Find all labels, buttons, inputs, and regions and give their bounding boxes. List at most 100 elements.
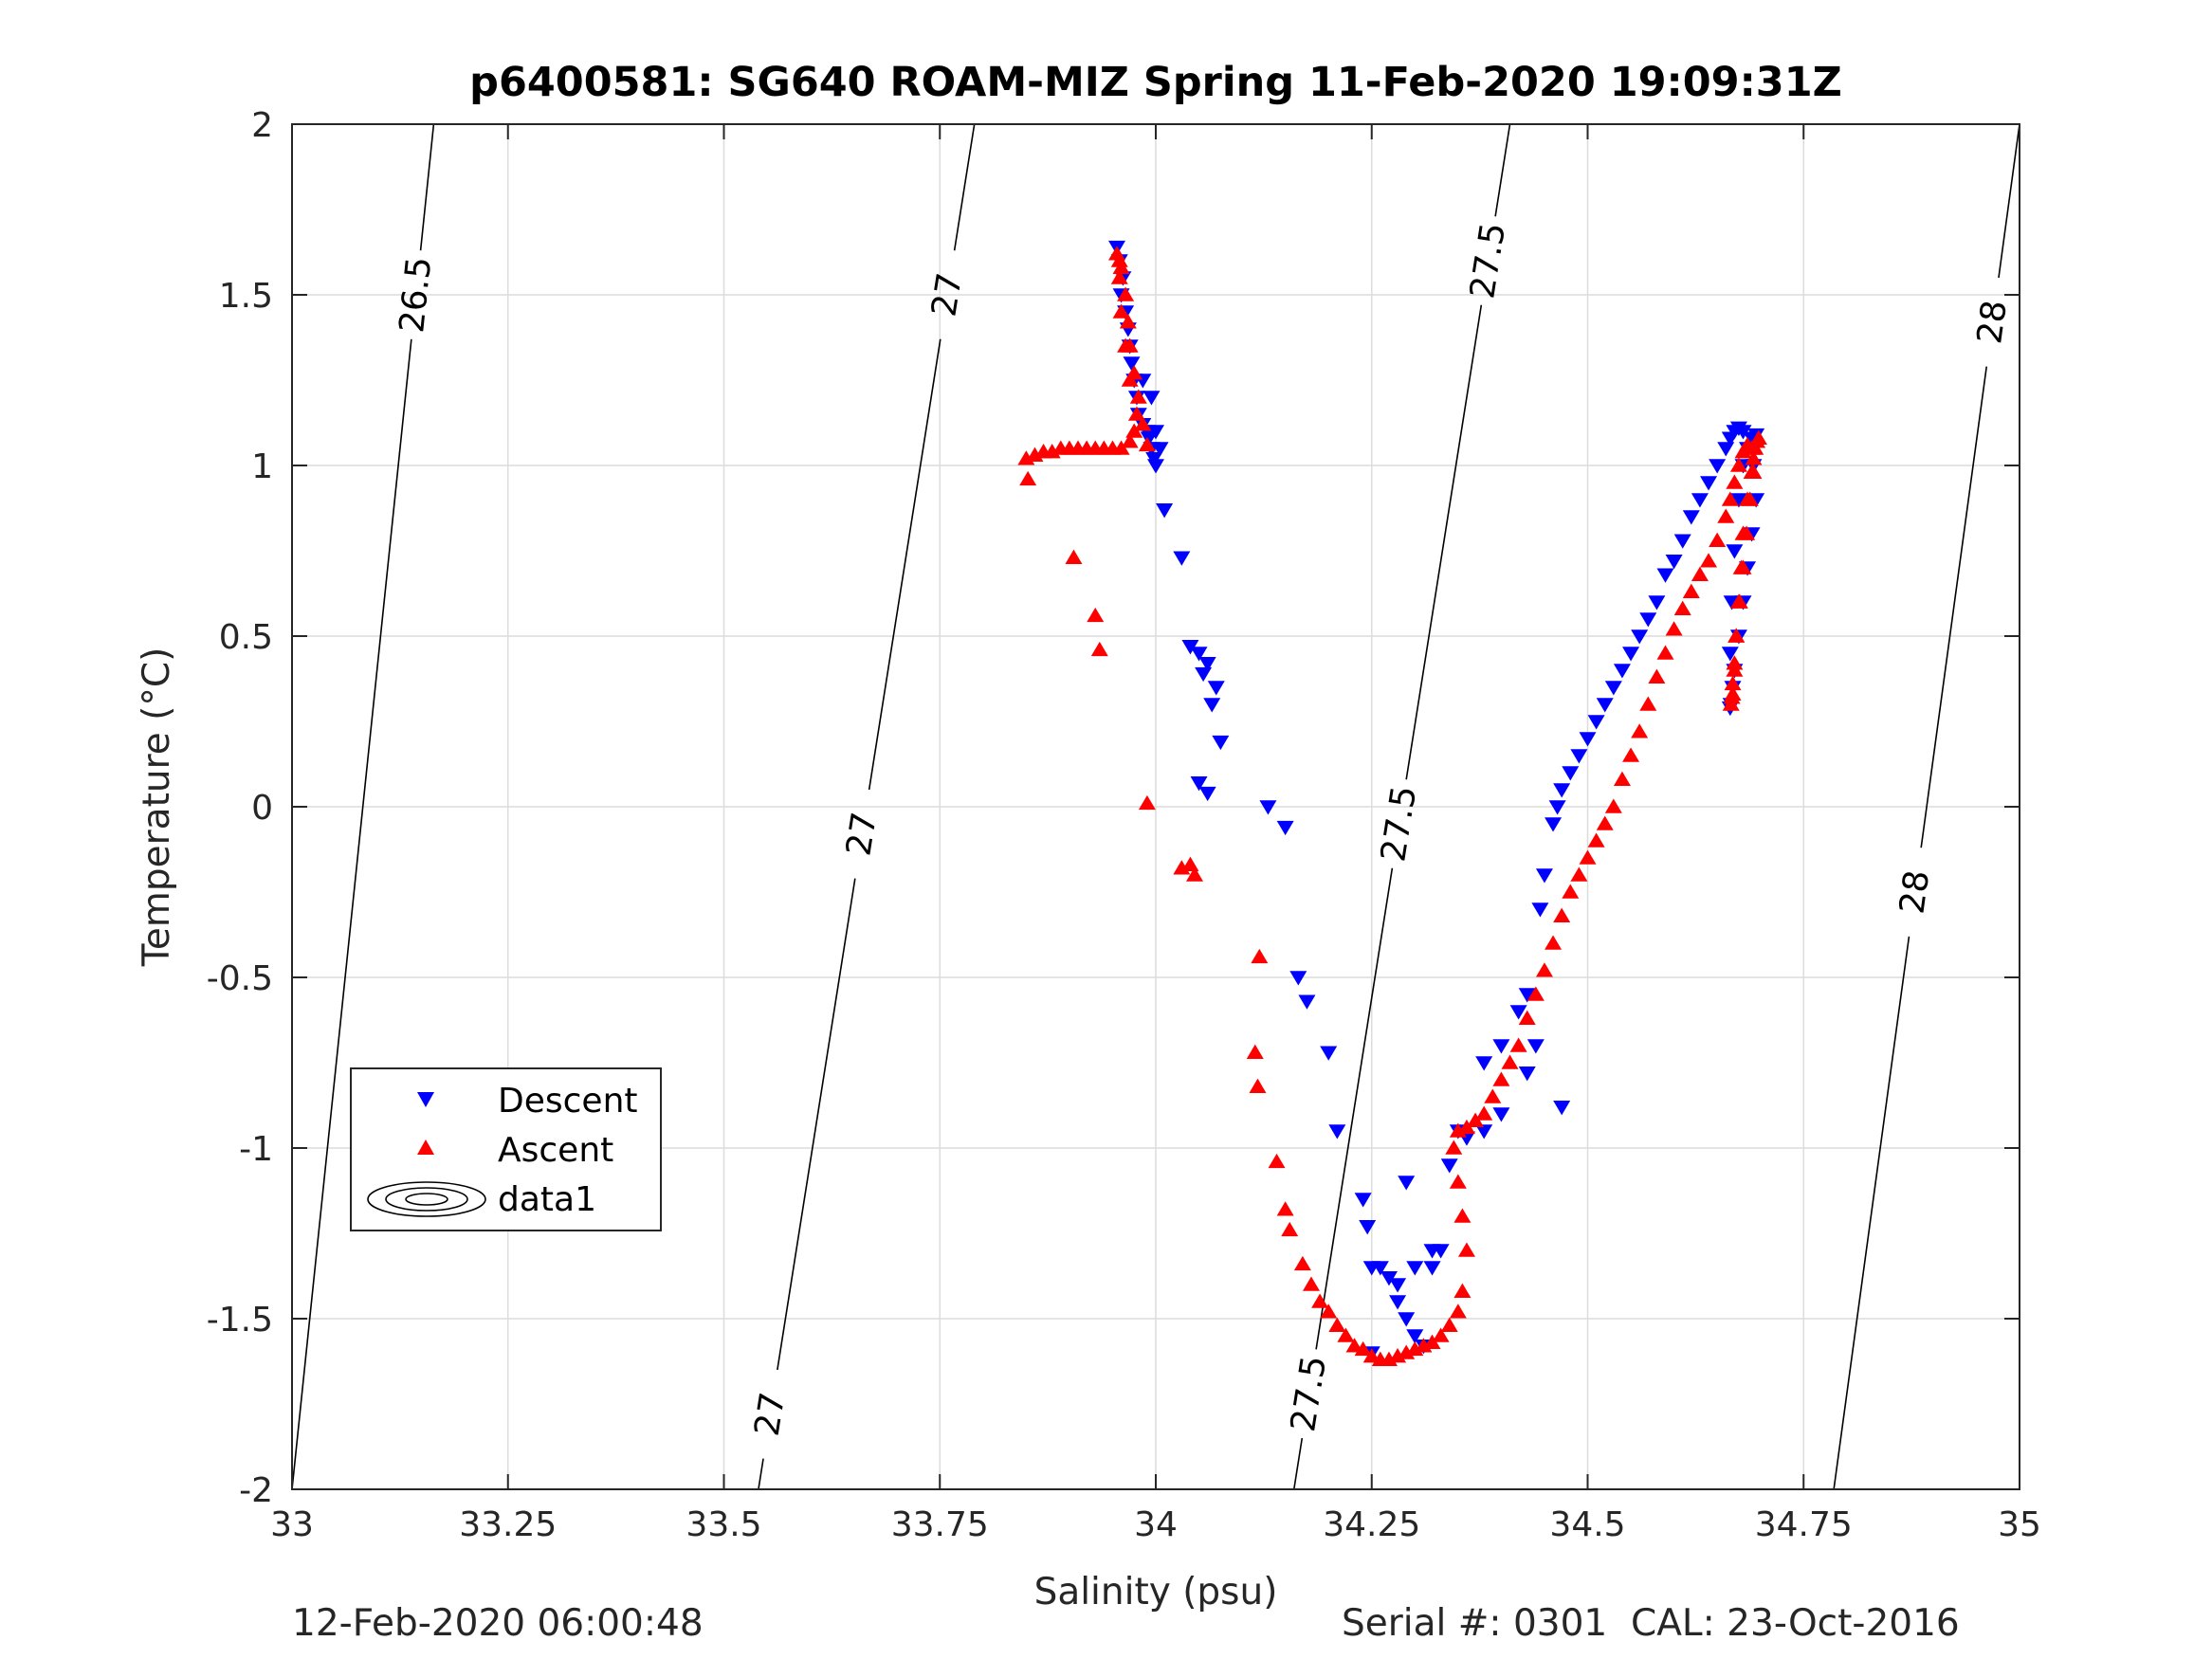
descent-point	[1198, 786, 1216, 802]
ascent-point	[1328, 1317, 1346, 1332]
ascent-point	[1019, 470, 1037, 486]
isopycnal-line	[1292, 1437, 1304, 1489]
descent-point	[1195, 666, 1213, 683]
ascent-point	[1453, 1283, 1472, 1298]
ascent-point	[1354, 1340, 1372, 1357]
ascent-point	[1449, 1174, 1467, 1189]
ascent-point	[1125, 423, 1143, 438]
y-tick-label: -1.5	[207, 1301, 273, 1340]
descent-point	[1700, 476, 1718, 491]
ascent-point	[1119, 314, 1137, 329]
ascent-point	[1709, 532, 1727, 547]
ascent-point	[1726, 662, 1744, 677]
ascent-point	[1726, 474, 1744, 489]
descent-point	[1729, 493, 1747, 508]
isopycnal-line	[758, 1458, 764, 1489]
x-tick-label: 34.75	[1755, 1505, 1853, 1544]
ascent-point	[1639, 696, 1657, 711]
descent-point	[1613, 664, 1631, 679]
descent-point	[1207, 681, 1225, 696]
ascent-point	[1110, 269, 1128, 284]
descent-point	[1143, 391, 1161, 406]
ascent-point	[1432, 1327, 1450, 1342]
descent-point	[1709, 459, 1727, 474]
ascent-point	[1631, 723, 1649, 738]
descent-point	[1371, 1261, 1389, 1276]
ascent-point	[1293, 1255, 1311, 1271]
ascent-point	[1138, 794, 1156, 811]
ascent-point	[1492, 1071, 1510, 1086]
descent-point	[1173, 551, 1191, 566]
ascent-point	[1467, 1112, 1485, 1127]
legend-contour-icon	[367, 1181, 486, 1217]
descent-point	[1587, 715, 1605, 730]
descent-point	[1518, 1066, 1536, 1082]
descent-point	[1289, 971, 1307, 986]
ascent-point	[1311, 1293, 1329, 1308]
footer-serial-cal: Serial #: 0301 CAL: 23-Oct-2016	[1342, 1602, 1960, 1645]
legend-box	[350, 1067, 662, 1231]
ascent-point	[1622, 747, 1640, 762]
chart-title: p6400581: SG640 ROAM-MIZ Spring 11-Feb-2…	[469, 59, 1842, 106]
ascent-point	[1445, 1139, 1463, 1155]
ascent-point	[1337, 1327, 1355, 1342]
ascent-point	[1453, 1208, 1472, 1223]
isopycnal-line	[868, 338, 941, 791]
isopycnal-line	[1494, 124, 1511, 217]
descent-point	[1648, 595, 1666, 611]
descent-point	[1639, 612, 1657, 628]
x-tick-label: 33.5	[686, 1505, 761, 1544]
ascent-point	[1717, 508, 1735, 523]
x-tick-label: 33	[270, 1505, 314, 1544]
ascent-point	[1648, 668, 1666, 684]
descent-point	[1398, 1176, 1416, 1191]
descent-point	[1198, 657, 1216, 672]
legend-ascent-marker	[417, 1139, 434, 1155]
ascent-point	[1562, 884, 1580, 899]
descent-point	[1181, 640, 1199, 655]
ascent-point	[1732, 559, 1750, 574]
ascent-point	[1121, 337, 1139, 353]
ascent-point	[1682, 583, 1700, 598]
ascent-point	[1134, 416, 1152, 431]
ascent-point	[1665, 621, 1683, 636]
ascent-point	[1553, 907, 1571, 922]
ascent-point	[1138, 436, 1156, 452]
descent-point	[1190, 776, 1208, 792]
ascent-point	[1440, 1317, 1458, 1332]
ascent-point	[1449, 1304, 1467, 1319]
y-tick-label: 0	[251, 789, 273, 828]
descent-point	[1203, 698, 1221, 713]
isopycnal-line	[953, 124, 976, 251]
ascent-point	[1484, 1088, 1502, 1103]
descent-point	[1151, 442, 1169, 457]
x-tick-label: 34.5	[1549, 1505, 1625, 1544]
ascent-point	[1457, 1119, 1475, 1135]
descent-point	[1398, 1312, 1416, 1327]
ascent-point	[1129, 389, 1147, 404]
descent-point	[1526, 1039, 1545, 1054]
descent-point	[1190, 647, 1208, 662]
axis-ticks: 33 33.25 33.5 33.75 34 34.25 34.5 34.75 35 2 1.5 1 0…	[207, 106, 2041, 1544]
legend-descent-marker	[417, 1092, 434, 1107]
descent-point	[1579, 732, 1597, 747]
descent-point	[1604, 681, 1622, 696]
ascent-point	[1724, 685, 1742, 701]
ascent-point	[1112, 440, 1130, 455]
ascent-point	[1117, 286, 1135, 301]
ascent-point	[1535, 962, 1553, 977]
isopycnal-line	[419, 124, 435, 251]
ascent-point	[1729, 593, 1747, 609]
descent-point	[1123, 356, 1141, 372]
descent-point	[1380, 1271, 1398, 1286]
descent-point	[1682, 510, 1700, 525]
descent-point	[1475, 1056, 1493, 1071]
isopycnal-line	[1833, 936, 1910, 1489]
y-tick-label: 1.5	[219, 277, 273, 316]
descent-point	[1721, 647, 1739, 662]
descent-point	[1140, 431, 1158, 447]
isopycnal-line	[1920, 366, 1988, 848]
ascent-point	[1302, 1276, 1320, 1291]
descent-point	[1553, 783, 1571, 798]
descent-point	[1147, 425, 1164, 440]
